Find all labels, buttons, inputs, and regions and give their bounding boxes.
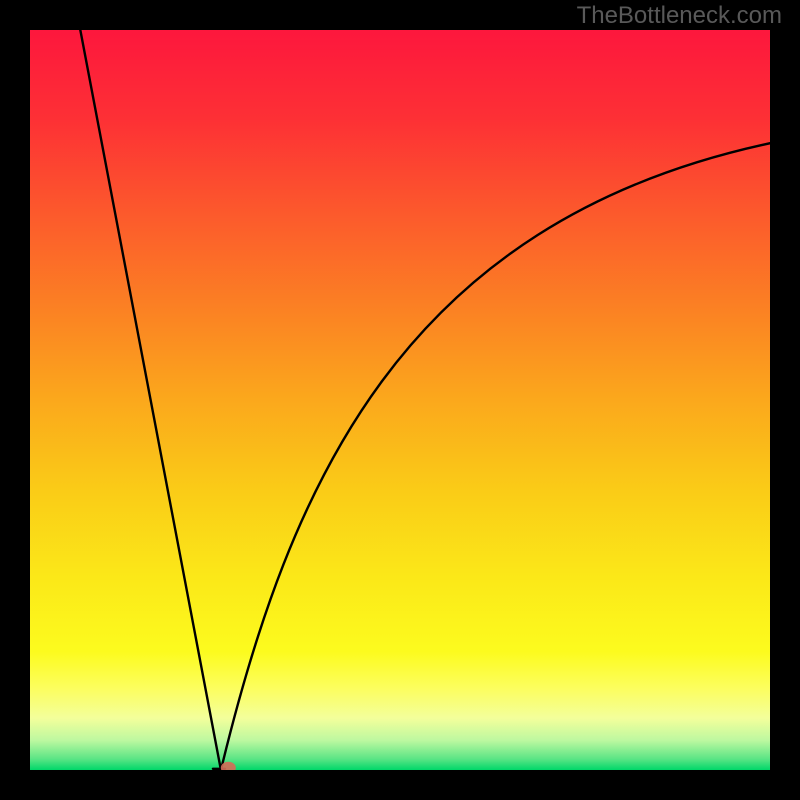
chart-container: TheBottleneck.com [0, 0, 800, 800]
border-right [770, 0, 800, 800]
bottleneck-curve [30, 30, 770, 770]
watermark-text: TheBottleneck.com [577, 2, 782, 30]
border-left [0, 0, 30, 800]
border-bottom [0, 770, 800, 800]
